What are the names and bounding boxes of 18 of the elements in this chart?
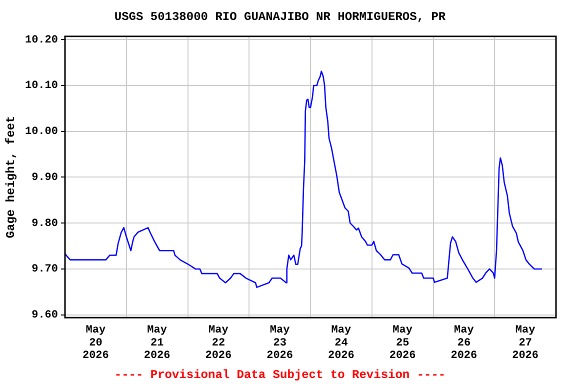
y-tick-label: 9.80 [32, 218, 58, 230]
x-tick-label: May 20 2026 [82, 324, 109, 362]
x-tick-label: May 22 2026 [205, 324, 232, 362]
y-tick-label: 10.10 [24, 80, 58, 92]
y-tick-label: 9.90 [32, 172, 58, 184]
y-tick-label: 10.00 [24, 126, 58, 138]
y-tick-label: 9.70 [32, 264, 58, 276]
text: ---- Provisional Data Subject to Revision ---- [114, 368, 446, 382]
y-axis-title: Gage height, feet [4, 116, 18, 238]
x-tick-label: May 25 2026 [389, 324, 416, 362]
x-tick-label: May 21 2026 [144, 324, 170, 362]
y-tick-label: 10.20 [24, 34, 58, 46]
x-tick-label: May 27 2026 [512, 324, 539, 362]
x-tick-label: May 24 2026 [328, 324, 354, 362]
chart-title: USGS 50138000 RIO GUANAJIBO NR HORMIGUEROS, PR [114, 10, 446, 24]
x-tick-label: May 23 2026 [266, 324, 294, 362]
x-tick-label: May 26 2026 [450, 324, 478, 362]
y-tick-label: 9.60 [32, 310, 58, 322]
